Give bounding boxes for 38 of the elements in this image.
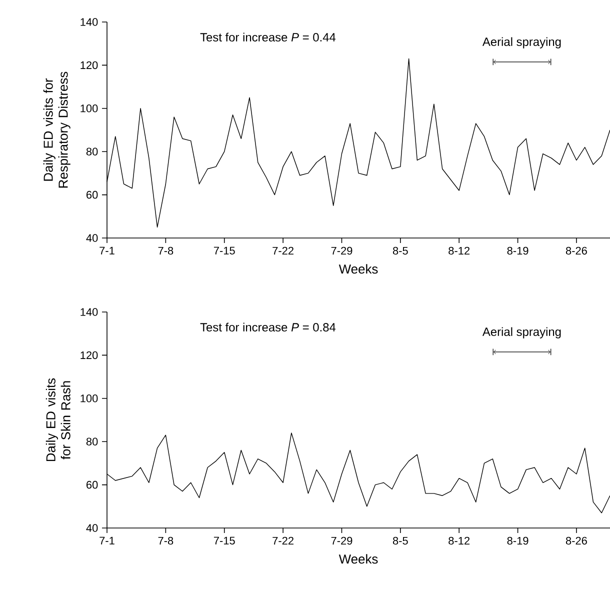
x-tick-label: 7-15 xyxy=(214,246,235,254)
x-axis-title: Weeks xyxy=(338,264,378,274)
y-tick-label: 120 xyxy=(80,61,98,70)
x-tick-label: 7-8 xyxy=(158,536,174,545)
y-tick-label: 60 xyxy=(86,480,98,489)
x-tick-label: 8-26 xyxy=(566,536,587,545)
x-tick-label: 7-22 xyxy=(272,246,294,254)
x-tick-label: 8-5 xyxy=(392,246,408,255)
y-tick-label: 100 xyxy=(80,394,98,402)
y-tick-label: 60 xyxy=(86,190,98,199)
x-tick-label: 8-12 xyxy=(448,536,470,545)
y-tick-label: 100 xyxy=(80,104,98,112)
x-tick-label: 7-29 xyxy=(331,246,352,255)
x-tick-label: 7-1 xyxy=(100,536,114,544)
x-axis-title: Weeks xyxy=(338,554,378,564)
annotation: Test for increase P = 0.84 xyxy=(200,322,336,332)
x-tick-label: 7-1 xyxy=(100,246,114,254)
x-tick-label: 8-5 xyxy=(392,536,408,545)
x-tick-label: 7-22 xyxy=(272,536,294,545)
y-tick-label: 140 xyxy=(80,18,98,26)
y-tick-label: 80 xyxy=(86,148,98,156)
y-tick-label: 40 xyxy=(86,524,98,532)
annotation: Aerial spraying xyxy=(482,327,561,338)
annotation: Test for increase P = 0.44 xyxy=(200,32,336,42)
x-tick-label: 7-15 xyxy=(214,536,235,544)
x-tick-label: 7-29 xyxy=(331,536,352,545)
y-tick-label: 140 xyxy=(80,308,98,316)
x-tick-label: 7-8 xyxy=(158,246,174,255)
y-axis-title: Daily ED visits for Respiratory Distress xyxy=(43,72,70,188)
y-tick-label: 120 xyxy=(80,351,98,360)
y-tick-label: 80 xyxy=(86,438,98,446)
y-tick-label: 40 xyxy=(86,234,98,242)
annotation: Aerial spraying xyxy=(482,37,561,48)
x-tick-label: 8-26 xyxy=(566,246,587,255)
x-tick-label: 8-19 xyxy=(507,246,528,255)
y-axis-title: Daily ED visits for Skin Rash xyxy=(46,378,70,462)
x-tick-label: 8-12 xyxy=(448,246,470,255)
x-tick-label: 8-19 xyxy=(507,536,528,545)
